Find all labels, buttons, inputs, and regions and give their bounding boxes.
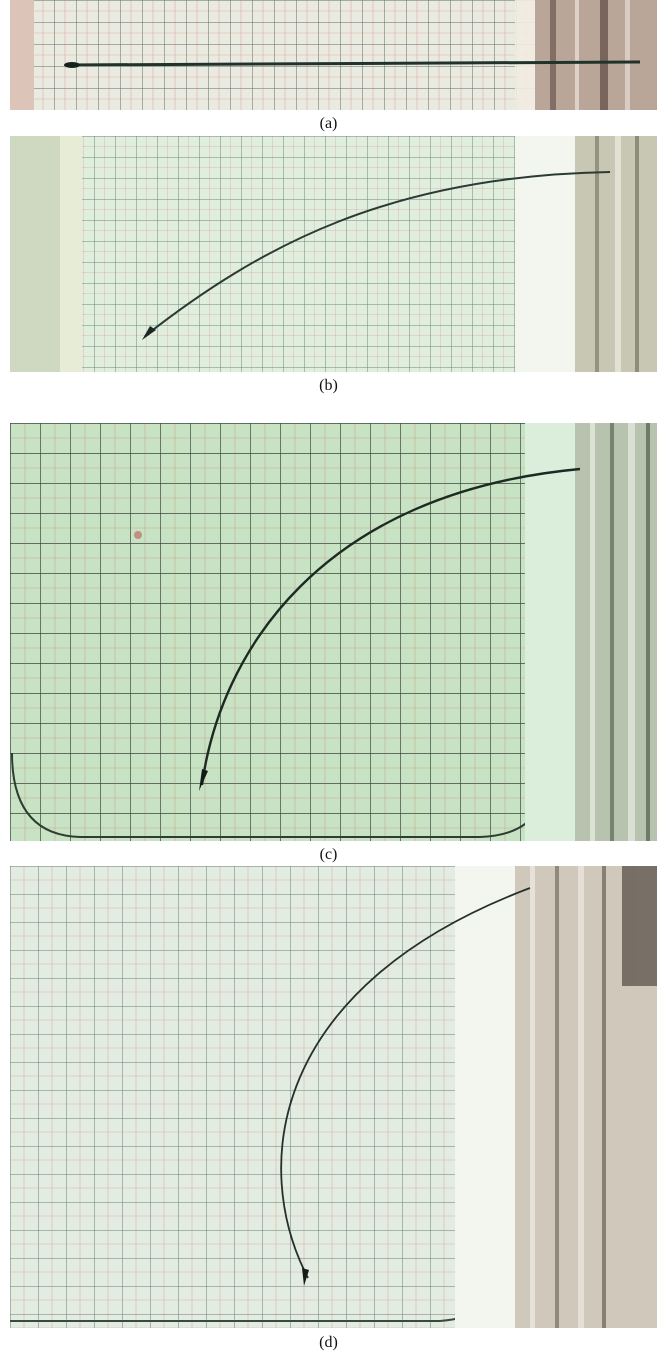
- photo-a: [10, 0, 657, 110]
- ribbon-trace-a: [67, 60, 641, 67]
- tank-wall-glare: [455, 866, 515, 1328]
- graph-grid: [82, 136, 522, 372]
- ribbon-tip-b: [142, 326, 156, 340]
- wall-reflections: [550, 0, 630, 110]
- caption-a: (a): [319, 115, 338, 132]
- ribbon-tip-c: [199, 769, 208, 791]
- photo-panel-b: [10, 136, 657, 372]
- tank-wall-left: [10, 0, 34, 110]
- tank-wall-right: [575, 423, 657, 841]
- tank-wall-glare: [515, 0, 537, 110]
- graph-grid: [30, 0, 535, 110]
- wall-reflections: [530, 866, 657, 1328]
- caption-d: (d): [319, 1334, 338, 1351]
- photo-b: [10, 136, 657, 372]
- wall-reflections: [590, 423, 650, 841]
- ribbon-trace-d: [280, 887, 531, 1279]
- photo-d: [10, 866, 657, 1328]
- photo-c: [10, 423, 657, 841]
- paper-mark: [134, 531, 142, 539]
- tank-wall-glare: [525, 423, 575, 841]
- ribbon-tip-d: [302, 1268, 309, 1286]
- photo-panel-c: [10, 423, 657, 841]
- caption-b: (b): [319, 377, 338, 394]
- tank-wall-left-inner: [60, 136, 82, 372]
- caption-c: (c): [319, 846, 338, 863]
- photo-panel-d: [10, 866, 657, 1328]
- photo-panel-a: [10, 0, 657, 110]
- tank-wall-glare: [515, 136, 575, 372]
- wall-reflections: [595, 136, 639, 372]
- tank-wall-left: [10, 136, 60, 372]
- ribbon-trace-b: [144, 171, 611, 337]
- ribbon-tip-a: [64, 62, 80, 68]
- ribbon-trace-c: [200, 467, 581, 786]
- graph-grid: [10, 866, 455, 1328]
- graph-grid: [10, 423, 525, 841]
